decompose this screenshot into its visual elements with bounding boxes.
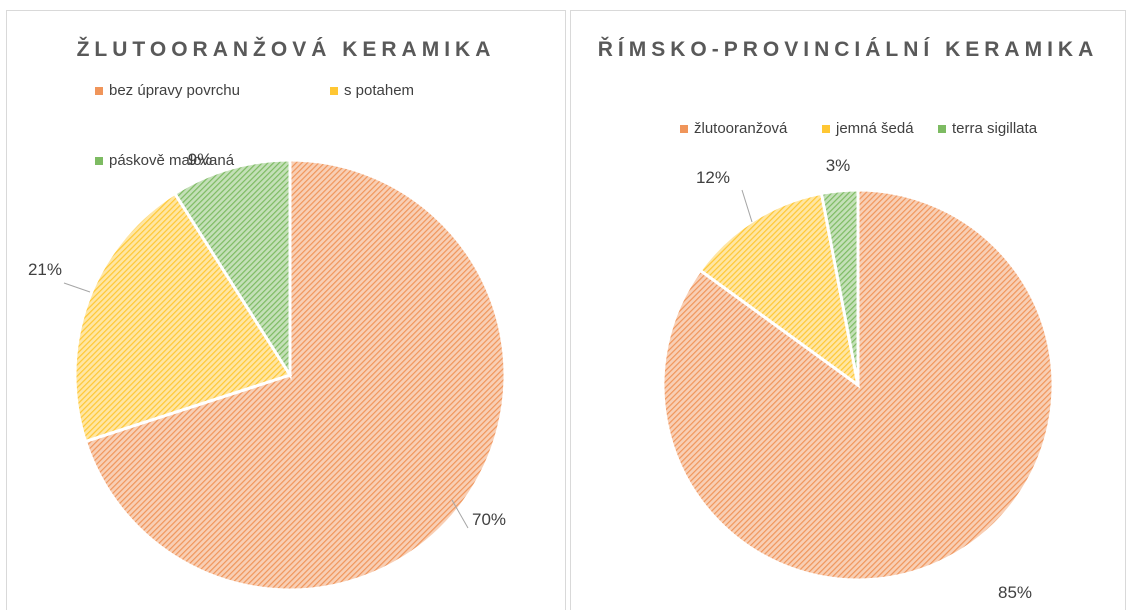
leader-line xyxy=(63,282,91,293)
legend-entry: jemná šedá xyxy=(822,120,914,137)
leader-line xyxy=(451,499,469,529)
legend-label: žlutooranžová xyxy=(694,120,788,137)
pie-slice xyxy=(698,191,861,389)
data-label: 85% xyxy=(998,583,1032,602)
chart-panel xyxy=(6,10,566,610)
chart-title: ŽLUTOORANŽOVÁ KERAMIKA xyxy=(76,38,496,61)
legend-swatch xyxy=(822,125,830,133)
chart-panel xyxy=(570,10,1126,610)
legend-label: jemná šedá xyxy=(836,120,914,137)
data-label: 21% xyxy=(28,260,62,279)
pie-slice xyxy=(819,188,860,386)
legend-label: páskově malovaná xyxy=(109,152,235,169)
data-label: 3% xyxy=(826,156,851,175)
chart-title: ŘÍMSKO-PROVINCIÁLNÍ KERAMIKA xyxy=(597,38,1099,61)
legend-swatch xyxy=(938,125,946,133)
legend-label: terra sigillata xyxy=(952,120,1038,137)
legend-swatch xyxy=(95,157,103,165)
data-label: 12% xyxy=(696,168,730,187)
legend-entry: bez úpravy povrchu xyxy=(95,82,240,99)
pie-slice xyxy=(83,158,507,592)
legend-entry: žlutooranžová xyxy=(680,120,787,137)
legend-entry: páskově malovaná xyxy=(95,152,234,169)
legend-swatch xyxy=(95,87,103,95)
data-label: 70% xyxy=(472,510,506,529)
legend-label: s potahem xyxy=(344,82,415,99)
data-label: 9% xyxy=(188,150,213,169)
legend-label: bez úpravy povrchu xyxy=(109,82,240,99)
pie-slice xyxy=(172,158,292,381)
pie-slice xyxy=(73,191,293,444)
leader-line xyxy=(741,189,753,223)
legend-swatch xyxy=(330,87,338,95)
legend-entry: s potahem xyxy=(330,82,414,99)
legend-swatch xyxy=(680,125,688,133)
legend-entry: terra sigillata xyxy=(938,120,1037,137)
